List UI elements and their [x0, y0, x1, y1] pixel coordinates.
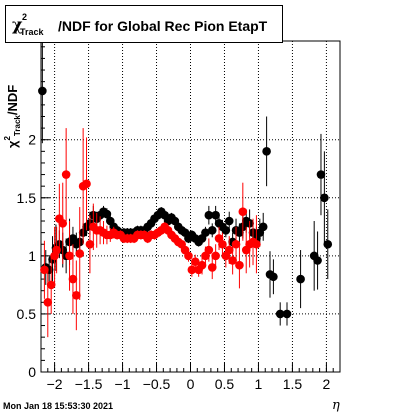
series-red — [40, 128, 261, 338]
grid-lines — [41, 41, 340, 372]
data-point — [46, 280, 56, 290]
data-point — [224, 216, 234, 226]
data-point — [102, 209, 112, 219]
title-superscript: 2 — [22, 12, 28, 22]
data-point — [38, 86, 47, 96]
y-tick-label: 0.5 — [17, 306, 37, 322]
ylabel-superscript: 2 — [3, 136, 12, 141]
data-point — [323, 239, 333, 249]
data-point — [187, 265, 197, 275]
data-point — [207, 263, 217, 272]
x-tick-label: 0 — [187, 376, 195, 392]
data-point — [224, 245, 234, 255]
data-point — [218, 239, 227, 249]
x-tick-label: −1.5 — [75, 376, 103, 392]
data-point — [52, 245, 61, 255]
data-point — [258, 222, 268, 232]
data-point — [269, 272, 278, 282]
title-text: /NDF for Global Rec Pion EtapT — [58, 18, 268, 34]
data-point — [75, 249, 85, 258]
data-point — [190, 257, 200, 266]
data-point — [204, 210, 214, 220]
x-tick-label: 1 — [255, 376, 263, 392]
data-point — [68, 274, 78, 284]
data-point — [252, 239, 261, 249]
data-point — [85, 239, 95, 249]
data-point — [221, 226, 231, 235]
data-point — [238, 207, 248, 217]
x-tick-label: 0.5 — [215, 376, 235, 392]
data-point — [207, 226, 217, 235]
x-tick-label: −2 — [47, 376, 63, 392]
ylabel-subscript: Track — [13, 115, 22, 137]
x-tick-label: 1.5 — [283, 376, 303, 392]
y-tick-label: 1 — [28, 248, 36, 264]
ylabel-chi-symbol: χ — [5, 140, 20, 148]
y-axis-label: χ2Track/NDF — [0, 40, 32, 150]
data-point — [65, 251, 74, 261]
data-point — [282, 309, 292, 319]
ylabel-text: /NDF — [5, 84, 20, 116]
data-point — [201, 228, 210, 237]
x-tick-labels: −2 −1.5 −1 −0.5 0 0.5 1 1.5 2 — [47, 376, 331, 392]
x-tick-label: −1 — [115, 376, 131, 392]
data-point — [296, 274, 305, 284]
data-point — [61, 170, 71, 179]
data-point — [82, 179, 91, 189]
y-tick-label: 0 — [28, 364, 36, 380]
y-tick-label: 1.5 — [17, 190, 37, 206]
data-point — [231, 239, 241, 249]
x-tick-label: 2 — [323, 376, 331, 392]
data-point — [228, 256, 237, 265]
data-point — [211, 210, 220, 220]
data-point — [204, 245, 214, 255]
y-tick-labels: 0 0.5 1 1.5 2 — [17, 132, 37, 380]
data-point — [275, 309, 285, 319]
timestamp: Mon Jan 18 15:53:30 2021 — [3, 401, 114, 411]
data-point — [320, 193, 329, 203]
data-point — [58, 219, 68, 228]
data-point — [197, 260, 207, 270]
title-subscript: Track — [20, 27, 44, 37]
data-point — [313, 256, 322, 265]
data-points — [38, 38, 333, 338]
title-chi-symbol: χ — [12, 15, 23, 34]
data-point — [72, 291, 81, 300]
data-point — [43, 298, 53, 307]
data-point — [316, 170, 326, 179]
data-point — [184, 251, 193, 261]
chart-title: χ 2 Track /NDF for Global Rec Pion EtapT — [5, 5, 283, 43]
data-point — [40, 265, 49, 275]
data-point — [235, 260, 244, 270]
x-tick-label: −0.5 — [143, 376, 171, 392]
y-tick-label: 2 — [28, 132, 36, 148]
data-point — [262, 147, 271, 156]
data-point — [211, 251, 220, 261]
x-axis-label: η — [332, 398, 340, 413]
